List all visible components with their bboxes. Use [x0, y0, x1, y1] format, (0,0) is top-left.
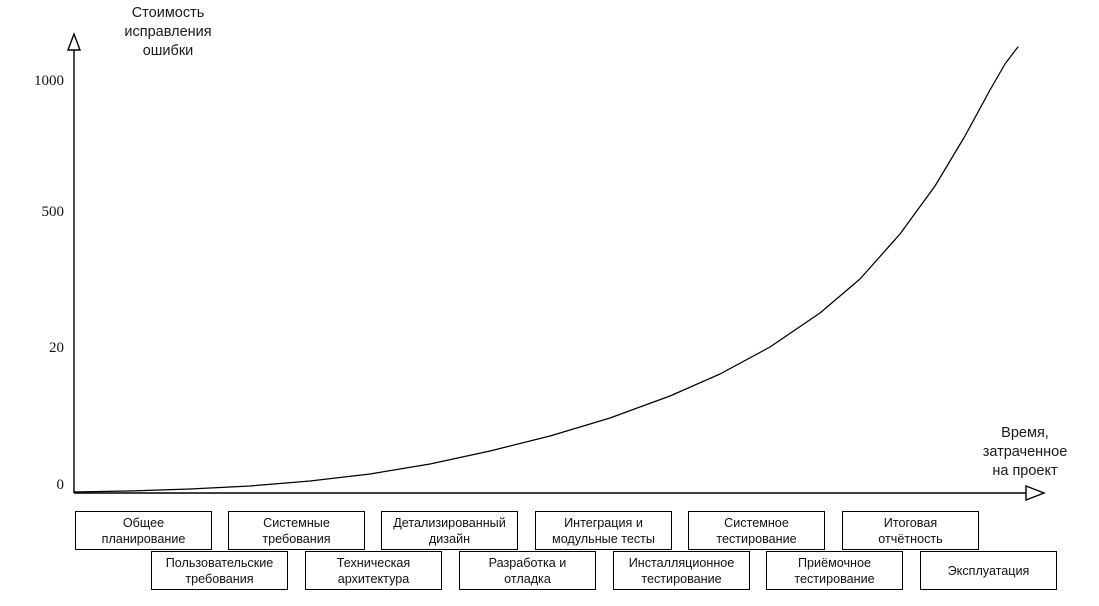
chart-series-group — [73, 46, 1019, 493]
x-axis-arrowhead — [1025, 484, 1046, 502]
stage-box[interactable]: Техническая архитектура — [305, 551, 442, 590]
y-tick-label-1000: 1000 — [34, 73, 64, 89]
stage-box[interactable]: Интеграция и модульные тесты — [535, 511, 672, 550]
stage-box[interactable]: Разработка и отладка — [459, 551, 596, 590]
y-tick-label-500: 500 — [41, 204, 65, 220]
stage-box[interactable]: Общее планирование — [75, 511, 212, 550]
stage-box[interactable]: Итоговая отчётность — [842, 511, 979, 550]
stage-box[interactable]: Детализированный дизайн — [381, 511, 518, 550]
cost-curve-line — [73, 46, 1019, 493]
stage-box[interactable]: Приёмочное тестирование — [766, 551, 903, 590]
stage-box[interactable]: Инсталляционное тестирование — [613, 551, 750, 590]
y-tick-label-20: 20 — [49, 340, 64, 356]
stage-box[interactable]: Эксплуатация — [920, 551, 1057, 590]
y-axis-arrowhead — [66, 32, 82, 51]
y-tick-label-0: 0 — [56, 477, 65, 493]
stage-box[interactable]: Системное тестирование — [688, 511, 825, 550]
x-axis-title: Время, затраченное на проект — [982, 425, 1068, 479]
chart-axes — [66, 32, 1046, 502]
stage-box[interactable]: Системные требования — [228, 511, 365, 550]
y-axis-title: Стоимость исправления ошибки — [124, 5, 212, 59]
stage-box[interactable]: Пользовательские требования — [151, 551, 288, 590]
